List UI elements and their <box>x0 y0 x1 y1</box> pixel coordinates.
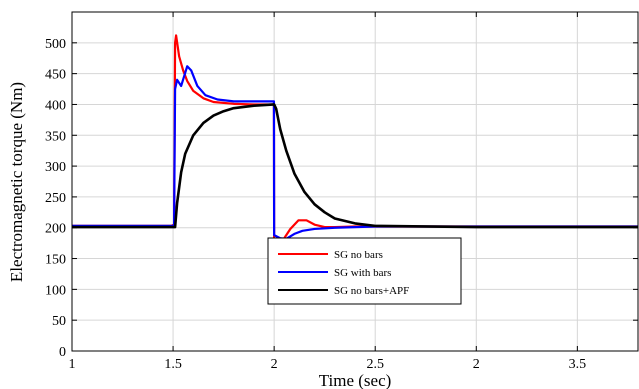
y-tick-label: 350 <box>45 129 66 144</box>
y-tick-label: 450 <box>45 68 66 83</box>
x-tick-label: 3.5 <box>569 357 587 372</box>
axis-tick-labels: 1 1.5 2 2.5 2 3.5 0 50 100 150 200 250 300 350 400 450 5… <box>45 37 586 372</box>
y-tick-label: 400 <box>45 98 66 113</box>
legend-label-sg-with-bars: SG with bars <box>334 267 391 279</box>
y-tick-label: 50 <box>52 314 66 329</box>
y-tick-label: 0 <box>59 345 66 360</box>
legend: SG no bars SG with bars SG no bars+APF <box>267 237 462 305</box>
x-axis-title: Time (sec) <box>319 371 392 389</box>
x-tick-label: 1.5 <box>164 357 182 372</box>
legend-label-sg-no-bars: SG no bars <box>334 249 383 261</box>
x-tick-label: 1 <box>69 357 76 372</box>
series-line-sg-with-bars <box>72 65 638 240</box>
series-line-sg-no-bars-apf <box>72 103 638 229</box>
y-axis-title: Electromagnetic torque (Nm) <box>7 82 26 282</box>
series-lines <box>72 34 638 259</box>
y-tick-label: 200 <box>45 222 66 237</box>
axis-ticks <box>71 12 638 352</box>
y-tick-label: 150 <box>45 253 66 268</box>
x-tick-label: 2 <box>271 357 278 372</box>
y-tick-label: 300 <box>45 160 66 175</box>
x-tick-label: 2.5 <box>366 357 384 372</box>
plot-frame <box>71 11 639 352</box>
legend-label-sg-no-bars-apf: SG no bars+APF <box>334 285 409 297</box>
x-tick-label: 2 <box>473 357 480 372</box>
y-tick-label: 500 <box>45 37 66 52</box>
y-tick-label: 100 <box>45 283 66 298</box>
y-tick-label: 250 <box>45 191 66 206</box>
